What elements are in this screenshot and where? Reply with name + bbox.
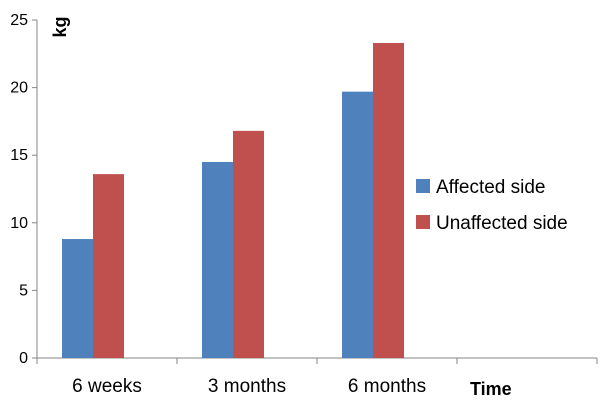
legend-label: Unaffected side xyxy=(436,213,568,234)
y-tick-label: 25 xyxy=(10,12,28,29)
y-tick-label: 10 xyxy=(10,215,28,232)
bar-unaffected-side-3-months xyxy=(233,130,264,358)
category-label: 3 months xyxy=(208,376,286,397)
legend: Affected side Unaffected side xyxy=(416,177,568,234)
bar-affected-side-6-weeks xyxy=(62,239,93,358)
y-tick-label: 0 xyxy=(19,350,28,367)
legend-swatch xyxy=(416,215,430,229)
bar-affected-side-3-months xyxy=(202,161,233,358)
bar-unaffected-side-6-weeks xyxy=(93,174,124,358)
x-ticks xyxy=(36,358,598,364)
y-ticks: 0 5 10 15 20 25 xyxy=(10,12,37,367)
bar-unaffected-side-6-months xyxy=(373,42,404,358)
category-label: 6 months xyxy=(348,376,426,397)
legend-swatch xyxy=(416,179,430,193)
y-tick-label: 15 xyxy=(10,147,28,164)
y-tick-label: 20 xyxy=(10,80,28,97)
y-tick-label: 5 xyxy=(19,282,28,299)
legend-label: Affected side xyxy=(436,177,546,198)
x-axis-title: Time xyxy=(470,379,512,399)
bar-affected-side-6-months xyxy=(342,91,373,358)
y-axis-title: kg xyxy=(50,16,70,37)
category-labels: 6 weeks 3 months 6 months xyxy=(72,376,426,397)
category-label: 6 weeks xyxy=(72,376,142,397)
bars xyxy=(62,42,404,358)
